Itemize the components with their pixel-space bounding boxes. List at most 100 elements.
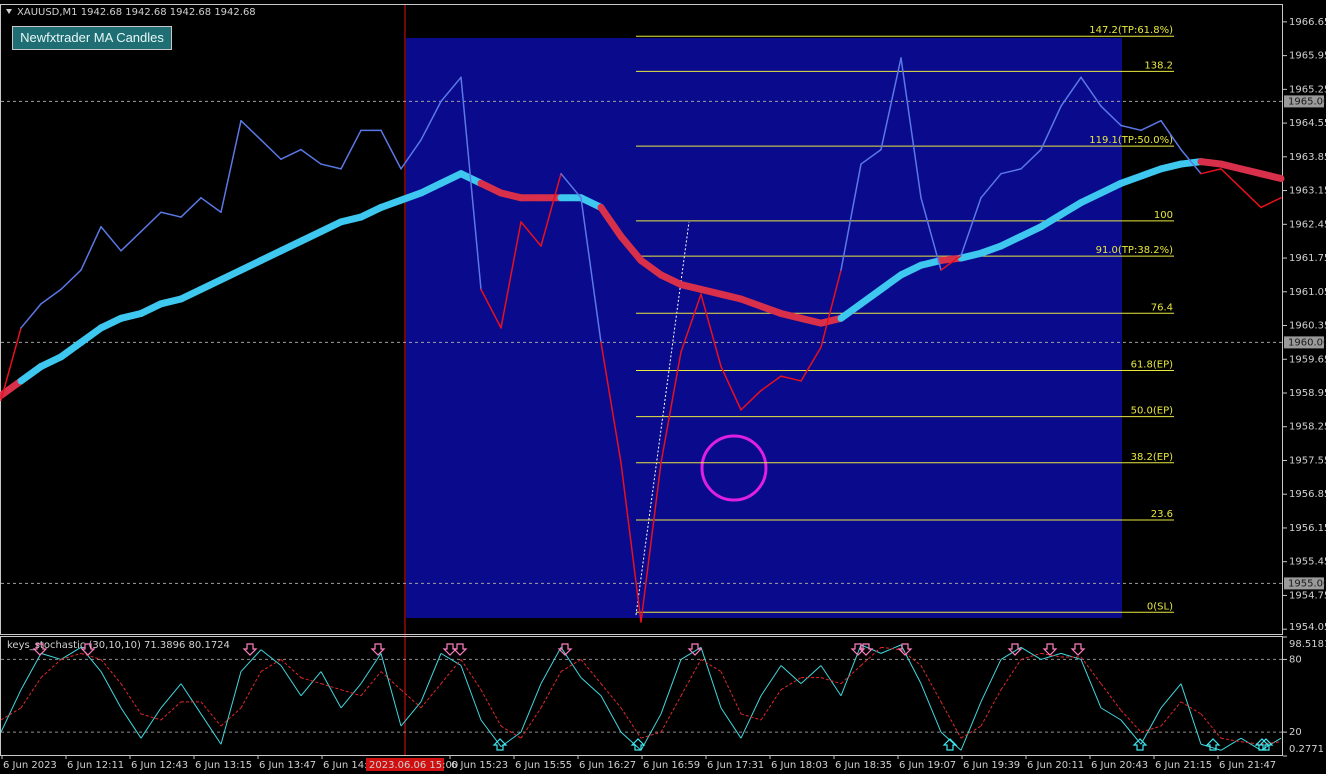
sell-arrow	[452, 643, 468, 656]
fibo-zone	[406, 38, 1122, 618]
buy-arrow	[942, 738, 958, 751]
price-segment	[460, 76, 482, 291]
price-segment	[20, 303, 42, 329]
price-segment	[1060, 76, 1082, 107]
price-segment	[1020, 148, 1042, 170]
ma-segment	[857, 285, 885, 308]
stoch-segment	[640, 731, 662, 739]
ma-segment	[357, 203, 385, 221]
ma-segment	[297, 228, 325, 245]
price-segment	[980, 172, 1002, 199]
ma-segment	[477, 179, 505, 197]
ma-segment	[57, 338, 85, 361]
y-tick-label: 1958.25	[1289, 422, 1326, 433]
stoch-segment	[380, 653, 402, 727]
indicator-title: keys_stochastic (30,10,10) 71.3896 80.17…	[7, 640, 230, 651]
stoch-segment	[360, 671, 382, 697]
ma-segment	[397, 189, 425, 204]
sub-frame	[0, 636, 1283, 756]
stoch-segment	[680, 659, 702, 697]
price-segment	[200, 197, 222, 214]
price-segment	[720, 365, 742, 411]
stoch-segment	[1140, 707, 1162, 745]
x-tick-label: 6 Jun 18:35	[835, 760, 892, 771]
stoch-segment	[220, 707, 242, 727]
stoch-segment	[580, 659, 602, 684]
price-segment	[660, 351, 682, 464]
ma-segment	[277, 237, 305, 255]
ma-segment	[97, 314, 125, 332]
ma-segment	[437, 170, 465, 187]
ma-segment	[377, 196, 405, 211]
price-segment	[1140, 119, 1162, 132]
stoch-segment	[560, 659, 582, 672]
ma-segment	[1137, 165, 1165, 180]
price-segment	[600, 341, 622, 464]
stoch-segment	[660, 695, 682, 733]
indicator-button[interactable]: Newfxtrader MA Candles	[12, 26, 172, 50]
stoch-segment	[880, 644, 902, 654]
y-tick-label: 1954.75	[1289, 590, 1326, 601]
y-tick-label: 1958.95	[1289, 388, 1326, 399]
price-segment	[1040, 105, 1062, 151]
price-segment	[1220, 168, 1242, 189]
price-segment	[300, 148, 322, 165]
y-tick-label: 1956.15	[1289, 523, 1326, 534]
ma-segment	[17, 362, 45, 385]
chart-title: XAUUSD,M1 1942.68 1942.68 1942.68 1942.6…	[17, 7, 256, 18]
fibo-label: 23.6	[1151, 509, 1173, 520]
fibo-label: 147.2(TP:61.8%)	[1089, 25, 1173, 36]
price-segment	[80, 225, 102, 271]
stoch-segment	[220, 671, 242, 745]
price-segment	[1180, 148, 1202, 175]
stoch-segment	[20, 677, 42, 709]
fibo-label: 91.0(TP:38.2%)	[1096, 245, 1173, 256]
y-tick-label: 1963.85	[1289, 152, 1326, 163]
ma-segment	[217, 266, 245, 284]
y-tick-label: 0.2771	[1289, 744, 1324, 755]
stoch-segment	[180, 683, 202, 715]
stoch-segment	[1080, 659, 1102, 709]
stoch-segment	[480, 689, 502, 727]
x-tick-label: 6 Jun 19:39	[963, 760, 1020, 771]
fibo-label: 138.2	[1144, 60, 1173, 71]
x-tick-label: 6 Jun 15:55	[515, 760, 572, 771]
stoch-segment	[540, 671, 562, 709]
stoch-segment	[420, 683, 442, 709]
stoch-segment	[120, 707, 142, 739]
stoch-segment	[320, 671, 342, 709]
price-segment	[440, 76, 462, 103]
x-tick-label: 6 Jun 12:11	[67, 760, 124, 771]
highlight-circle	[700, 434, 768, 502]
x-tick-label: 6 Jun 18:03	[771, 760, 828, 771]
stoch-segment	[1260, 741, 1282, 745]
y-tick-label: 1964.55	[1289, 118, 1326, 129]
price-segment	[400, 139, 422, 170]
y-tick-label: 1960.35	[1289, 321, 1326, 332]
ma-segment	[1077, 189, 1105, 207]
ma-segment	[137, 300, 165, 317]
price-segment	[1160, 119, 1182, 151]
stoch-segment	[560, 647, 582, 678]
price-segment	[540, 172, 562, 247]
stoch-segment	[1140, 725, 1162, 733]
y-tick-label: 1959.65	[1289, 354, 1326, 365]
fibo-label: 119.1(TP:50.0%)	[1089, 135, 1173, 146]
price-segment	[860, 148, 882, 165]
fibo-label: 76.4	[1151, 302, 1173, 313]
y-tick-label: 1961.75	[1289, 253, 1326, 264]
price-segment	[1200, 168, 1222, 175]
price-segment	[780, 375, 802, 382]
stoch-segment	[140, 707, 162, 739]
stoch-segment	[400, 701, 422, 727]
buy-arrow	[1258, 738, 1274, 751]
stoch-segment	[0, 707, 22, 721]
stoch-segment	[0, 689, 22, 733]
ma-segment	[597, 203, 625, 240]
stoch-segment	[20, 653, 42, 690]
stoch-segment	[260, 659, 282, 672]
fibo-label: 0(SL)	[1147, 601, 1173, 612]
sell-arrow	[442, 643, 458, 656]
stoch-segment	[1060, 652, 1082, 660]
